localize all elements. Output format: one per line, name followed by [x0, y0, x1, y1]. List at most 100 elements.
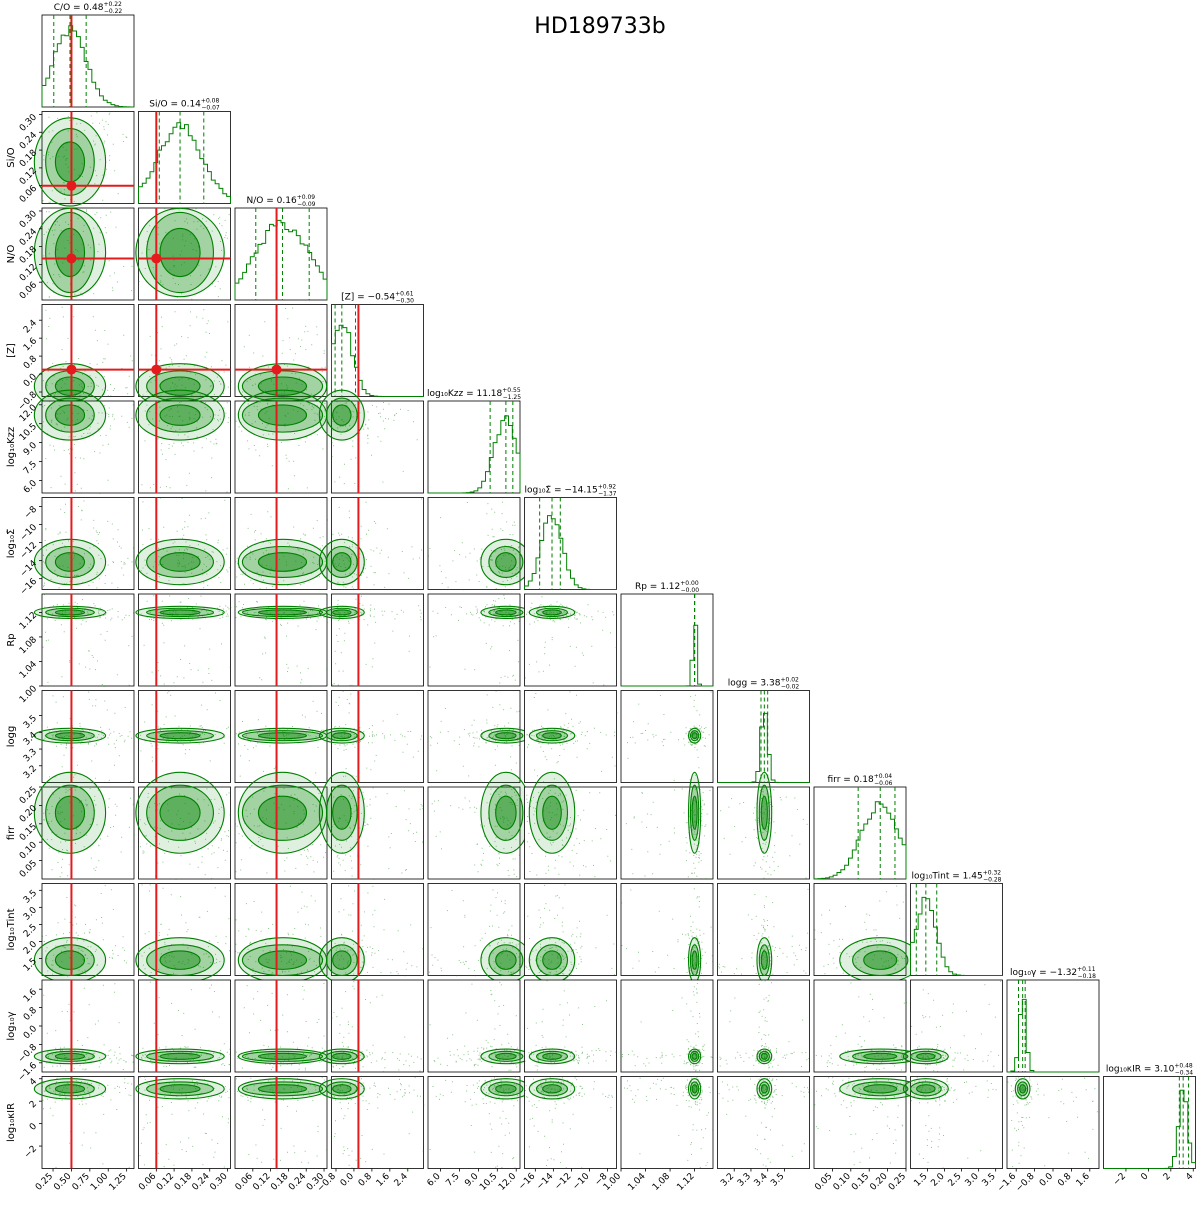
- panel-frame-7-1: [138, 690, 231, 783]
- panel-frame-9-7: [717, 883, 810, 976]
- panel-title-9: log₁₀Tint = 1.45+0.32 −0.28: [912, 870, 1002, 884]
- yaxis-label-7: logg: [6, 726, 17, 748]
- xtick-label-0-0: 0.25: [34, 1172, 55, 1193]
- ytick-label-2-0: 0.06: [18, 280, 39, 301]
- xtick-label-8-1: 0.10: [832, 1171, 853, 1192]
- ytick-label-10-4: 1.6: [22, 987, 39, 1004]
- panel-frame-10-1: [138, 979, 231, 1073]
- xtick-label-1-0: 0.06: [137, 1171, 158, 1192]
- xtick-label-6-2: 1.08: [651, 1171, 672, 1192]
- panel-frame-10-2: [234, 979, 328, 1073]
- panel-frame-8-2: [234, 786, 328, 880]
- panel-frame-11-9: [910, 1076, 1003, 1169]
- xtick-label-8-3: 0.20: [868, 1171, 889, 1192]
- panel-frame-11-5: [524, 1076, 617, 1169]
- xtick-label-9-2: 2.5: [947, 1172, 964, 1189]
- samples-7-5: [526, 691, 618, 783]
- panel-title-3: [Z] = −0.54+0.61 −0.30: [341, 291, 414, 305]
- xtick-label-11-0: −2: [1112, 1172, 1128, 1188]
- panel-frame-11-4: [427, 1076, 521, 1169]
- yaxis-label-8: firr: [6, 825, 17, 840]
- panel-frame-3-3: [331, 304, 424, 397]
- contour-9-5-1: [535, 944, 569, 977]
- xtick-label-8-2: 0.15: [850, 1172, 871, 1193]
- panel-frame-6-4: [427, 593, 521, 687]
- histogram-3: [331, 324, 424, 397]
- panel-title-1: Si/O = 0.14+0.08 −0.07: [149, 98, 220, 112]
- xtick-label-0-3: 1.00: [89, 1171, 110, 1192]
- panel-frame-11-2: [234, 1076, 328, 1169]
- contour-8-4-1: [488, 784, 524, 841]
- contour-9-0-2: [54, 950, 86, 970]
- panel-frame-8-3: [331, 786, 424, 880]
- panel-frame-5-2: [234, 497, 328, 590]
- panel-frame-8-4: [427, 786, 521, 880]
- histogram-2: [234, 219, 328, 300]
- panel-frame-7-7: [717, 690, 810, 783]
- panel-frame-4-3: [331, 400, 424, 494]
- contour-9-8-2: [863, 950, 898, 970]
- histogram-1: [138, 122, 231, 204]
- contour-8-1-1: [146, 784, 214, 841]
- contour-5-4-2: [495, 552, 517, 572]
- contour-5-3-0: [318, 538, 365, 586]
- histogram-11: [1103, 1089, 1196, 1169]
- histogram-8: [813, 801, 907, 880]
- truth-point-1-0: [66, 180, 77, 191]
- xtick-label-9-0: 1.5: [912, 1172, 929, 1189]
- contour-10-9-2: [916, 1052, 936, 1060]
- contour-9-4-2: [495, 950, 517, 970]
- xtick-label-7-0: 3.2: [719, 1172, 736, 1189]
- panel-frame-10-9: [910, 979, 1003, 1073]
- panel-frame-7-4: [427, 690, 521, 783]
- panel-title-10: log₁₀γ = −1.32+0.11 −0.18: [1010, 966, 1096, 980]
- xtick-label-11-2: 2: [1162, 1172, 1173, 1183]
- xtick-label-10-4: 1.6: [1075, 1171, 1092, 1188]
- histogram-4: [428, 415, 521, 494]
- contour-10-5-2: [542, 1052, 562, 1060]
- xtick-label-5-2: −12: [553, 1172, 574, 1193]
- panel-frame-4-0: [41, 400, 135, 494]
- panel-frame-9-0: [41, 883, 135, 976]
- contour-10-4-2: [495, 1052, 517, 1060]
- xtick-label-0-1: 0.50: [52, 1171, 73, 1192]
- panel-frame-9-1: [138, 883, 231, 976]
- contour-1-0-2: [54, 141, 86, 183]
- contour-5-1-2: [159, 552, 201, 572]
- ytick-label-4-0: 6.0: [22, 478, 39, 495]
- contour-8-4-2: [495, 795, 517, 830]
- contour-10-3-2: [332, 1052, 352, 1060]
- contour-8-0-2: [54, 795, 86, 830]
- contour-11-4-2: [495, 1084, 517, 1094]
- contour-10-8-2: [863, 1052, 898, 1060]
- contour-11-7-2: [760, 1084, 768, 1094]
- panel-frame-10-7: [717, 979, 810, 1073]
- samples-7-2: [235, 700, 328, 777]
- panel-frame-2-0: [41, 207, 135, 301]
- contour-2-1-1: [146, 211, 214, 294]
- contour-7-1-1: [146, 730, 214, 742]
- panel-frame-10-10: [1006, 979, 1100, 1073]
- ytick-label-11-0: −2: [23, 1144, 39, 1160]
- histogram-9: [910, 896, 1003, 976]
- ytick-label-8-0: 0.05: [18, 859, 39, 880]
- ytick-label-2-4: 0.30: [18, 209, 39, 230]
- contour-10-1-1: [146, 1050, 214, 1062]
- contour-4-2-1: [241, 397, 324, 433]
- ytick-label-6-2: 1.08: [18, 635, 39, 656]
- contour-5-4-1: [488, 545, 524, 579]
- contour-4-1-1: [146, 397, 214, 433]
- contour-7-4-2: [495, 732, 517, 740]
- xtick-label-10-2: 0.0: [1038, 1171, 1055, 1188]
- contour-8-5-2: [542, 795, 562, 830]
- samples-11-10: [1007, 1076, 1098, 1168]
- xtick-label-6-1: 1.04: [626, 1171, 647, 1192]
- contour-11-8-1: [852, 1081, 909, 1097]
- ytick-label-10-3: 0.8: [22, 1005, 39, 1022]
- contour-5-3-2: [332, 552, 352, 572]
- contour-10-6-2: [691, 1052, 698, 1060]
- contour-11-6-2: [691, 1084, 698, 1094]
- contour-10-2-2: [257, 1052, 308, 1060]
- truth-point-2-1: [151, 253, 162, 264]
- contour-7-6-2: [691, 732, 698, 740]
